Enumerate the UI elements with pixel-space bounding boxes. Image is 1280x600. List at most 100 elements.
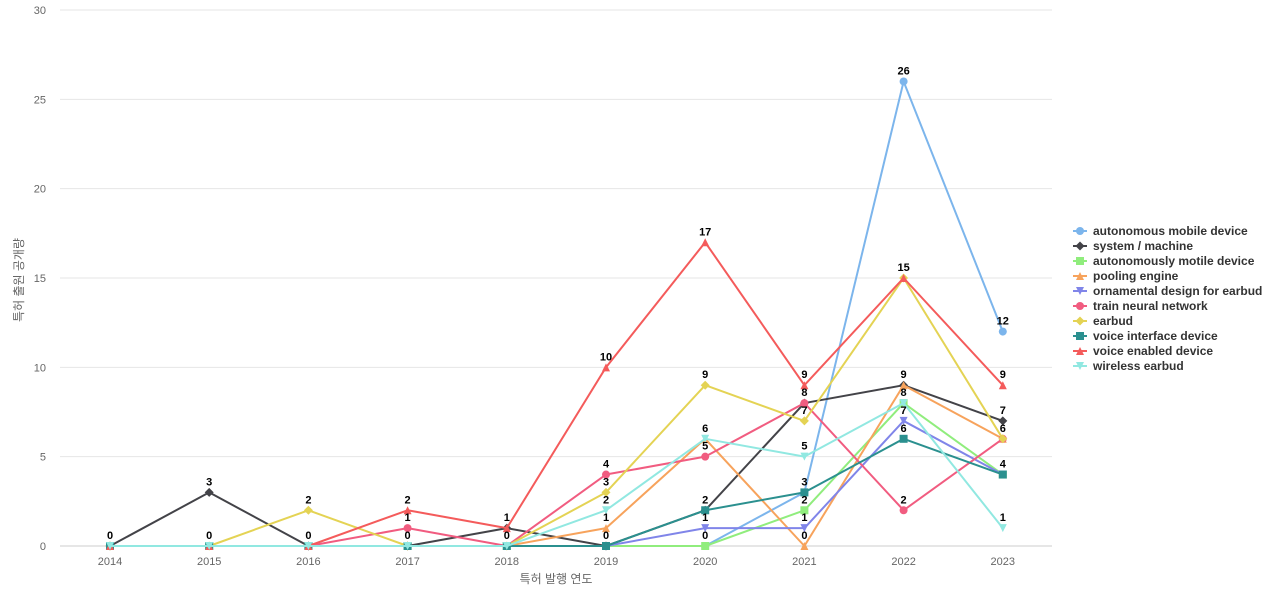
legend-item[interactable]: earbud [1073, 314, 1133, 328]
legend-label: voice interface device [1093, 329, 1218, 343]
legend-label: autonomously motile device [1093, 254, 1255, 268]
data-point [998, 470, 1007, 479]
x-tick-label: 2021 [792, 556, 816, 568]
grid-lines [60, 9, 1052, 547]
legend-item[interactable]: autonomous mobile device [1073, 224, 1248, 238]
data-point [800, 542, 809, 550]
x-tick-label: 2022 [891, 556, 915, 568]
data-label: 9 [1000, 369, 1006, 381]
legend-label: ornamental design for earbud [1093, 284, 1262, 298]
data-point [602, 363, 610, 372]
data-label: 2 [901, 494, 907, 506]
y-tick-label: 10 [34, 362, 46, 374]
x-tick-label: 2016 [296, 556, 320, 568]
y-tick-label: 0 [40, 541, 46, 553]
legend-marker [1076, 362, 1084, 370]
data-point [998, 434, 1008, 444]
data-label: 1 [504, 512, 510, 524]
x-tick-label: 2019 [594, 556, 618, 568]
data-point [998, 524, 1007, 533]
data-label: 2 [702, 494, 708, 506]
data-point [701, 506, 710, 515]
data-label: 2 [305, 494, 311, 506]
data-point [800, 488, 809, 497]
data-point [998, 416, 1008, 426]
legend-label: system / machine [1093, 239, 1193, 253]
data-point [899, 381, 908, 390]
data-point [899, 506, 908, 515]
data-point [899, 416, 908, 425]
legend-item[interactable]: system / machine [1073, 239, 1193, 253]
data-point [403, 506, 412, 515]
legend-item[interactable]: voice enabled device [1073, 344, 1213, 358]
data-point [799, 416, 809, 426]
data-label: 7 [901, 405, 907, 417]
x-axis-title: 특허 발행 연도 [520, 571, 593, 586]
legend-item[interactable]: autonomously motile device [1073, 254, 1255, 268]
x-tick-label: 2015 [197, 556, 221, 568]
data-point [701, 434, 710, 443]
data-point [602, 470, 610, 479]
data-label: 0 [504, 530, 510, 542]
data-point [601, 487, 611, 497]
series-line [109, 384, 1004, 547]
data-point [800, 381, 809, 390]
data-label: 1 [801, 512, 807, 524]
x-axis-tick-labels: 2014 2015 2016 2017 2018 2019 2020 2021 2022 2023 [98, 556, 1015, 568]
data-point [403, 524, 412, 533]
data-label: 3 [206, 476, 212, 488]
data-point [304, 542, 313, 550]
data-point [701, 524, 710, 533]
series-line [109, 277, 1004, 547]
legend-marker [1076, 287, 1084, 295]
data-label: 17 [699, 226, 711, 238]
data-point [899, 434, 908, 443]
data-label: 1 [405, 512, 411, 524]
data-point [106, 542, 114, 550]
data-label: 1 [1000, 512, 1006, 524]
x-tick-label: 2020 [693, 556, 717, 568]
data-label: 7 [801, 405, 807, 417]
data-label: 8 [801, 387, 807, 399]
legend-marker [1075, 316, 1085, 326]
series-line [109, 241, 1004, 547]
data-label: 9 [702, 369, 708, 381]
series-line [109, 402, 1004, 547]
data-point [899, 399, 908, 408]
series-7 [106, 434, 1007, 550]
legend-item[interactable]: ornamental design for earbud [1073, 284, 1262, 298]
data-label: 2 [801, 494, 807, 506]
data-label: 6 [901, 423, 907, 435]
legend-item[interactable]: train neural network [1073, 299, 1208, 313]
data-point [998, 381, 1007, 390]
legend-item[interactable]: pooling engine [1073, 269, 1179, 283]
y-tick-label: 5 [40, 452, 46, 464]
data-label: 3 [603, 476, 609, 488]
legend-item[interactable]: wireless earbud [1073, 359, 1184, 373]
data-point [700, 380, 710, 390]
legend-item[interactable]: voice interface device [1073, 329, 1218, 343]
data-label: 2 [603, 494, 609, 506]
y-tick-label: 15 [34, 273, 46, 285]
data-label: 1 [702, 512, 708, 524]
legend-marker [1076, 347, 1084, 355]
data-point [701, 452, 710, 461]
data-label: 0 [405, 530, 411, 542]
y-axis-tick-labels: 0 5 10 15 20 25 30 [34, 5, 46, 553]
legend-marker [1076, 272, 1084, 280]
data-point [602, 524, 610, 533]
x-tick-label: 2014 [98, 556, 122, 568]
data-label: 0 [305, 530, 311, 542]
data-label: 7 [1000, 405, 1006, 417]
legend-label: wireless earbud [1092, 359, 1184, 373]
x-tick-label: 2017 [395, 556, 419, 568]
data-point [899, 274, 908, 282]
series-8 [106, 238, 1007, 550]
data-point [899, 77, 908, 86]
legend-label: voice enabled device [1093, 344, 1213, 358]
data-label: 12 [997, 316, 1009, 328]
data-label: 4 [603, 459, 610, 471]
